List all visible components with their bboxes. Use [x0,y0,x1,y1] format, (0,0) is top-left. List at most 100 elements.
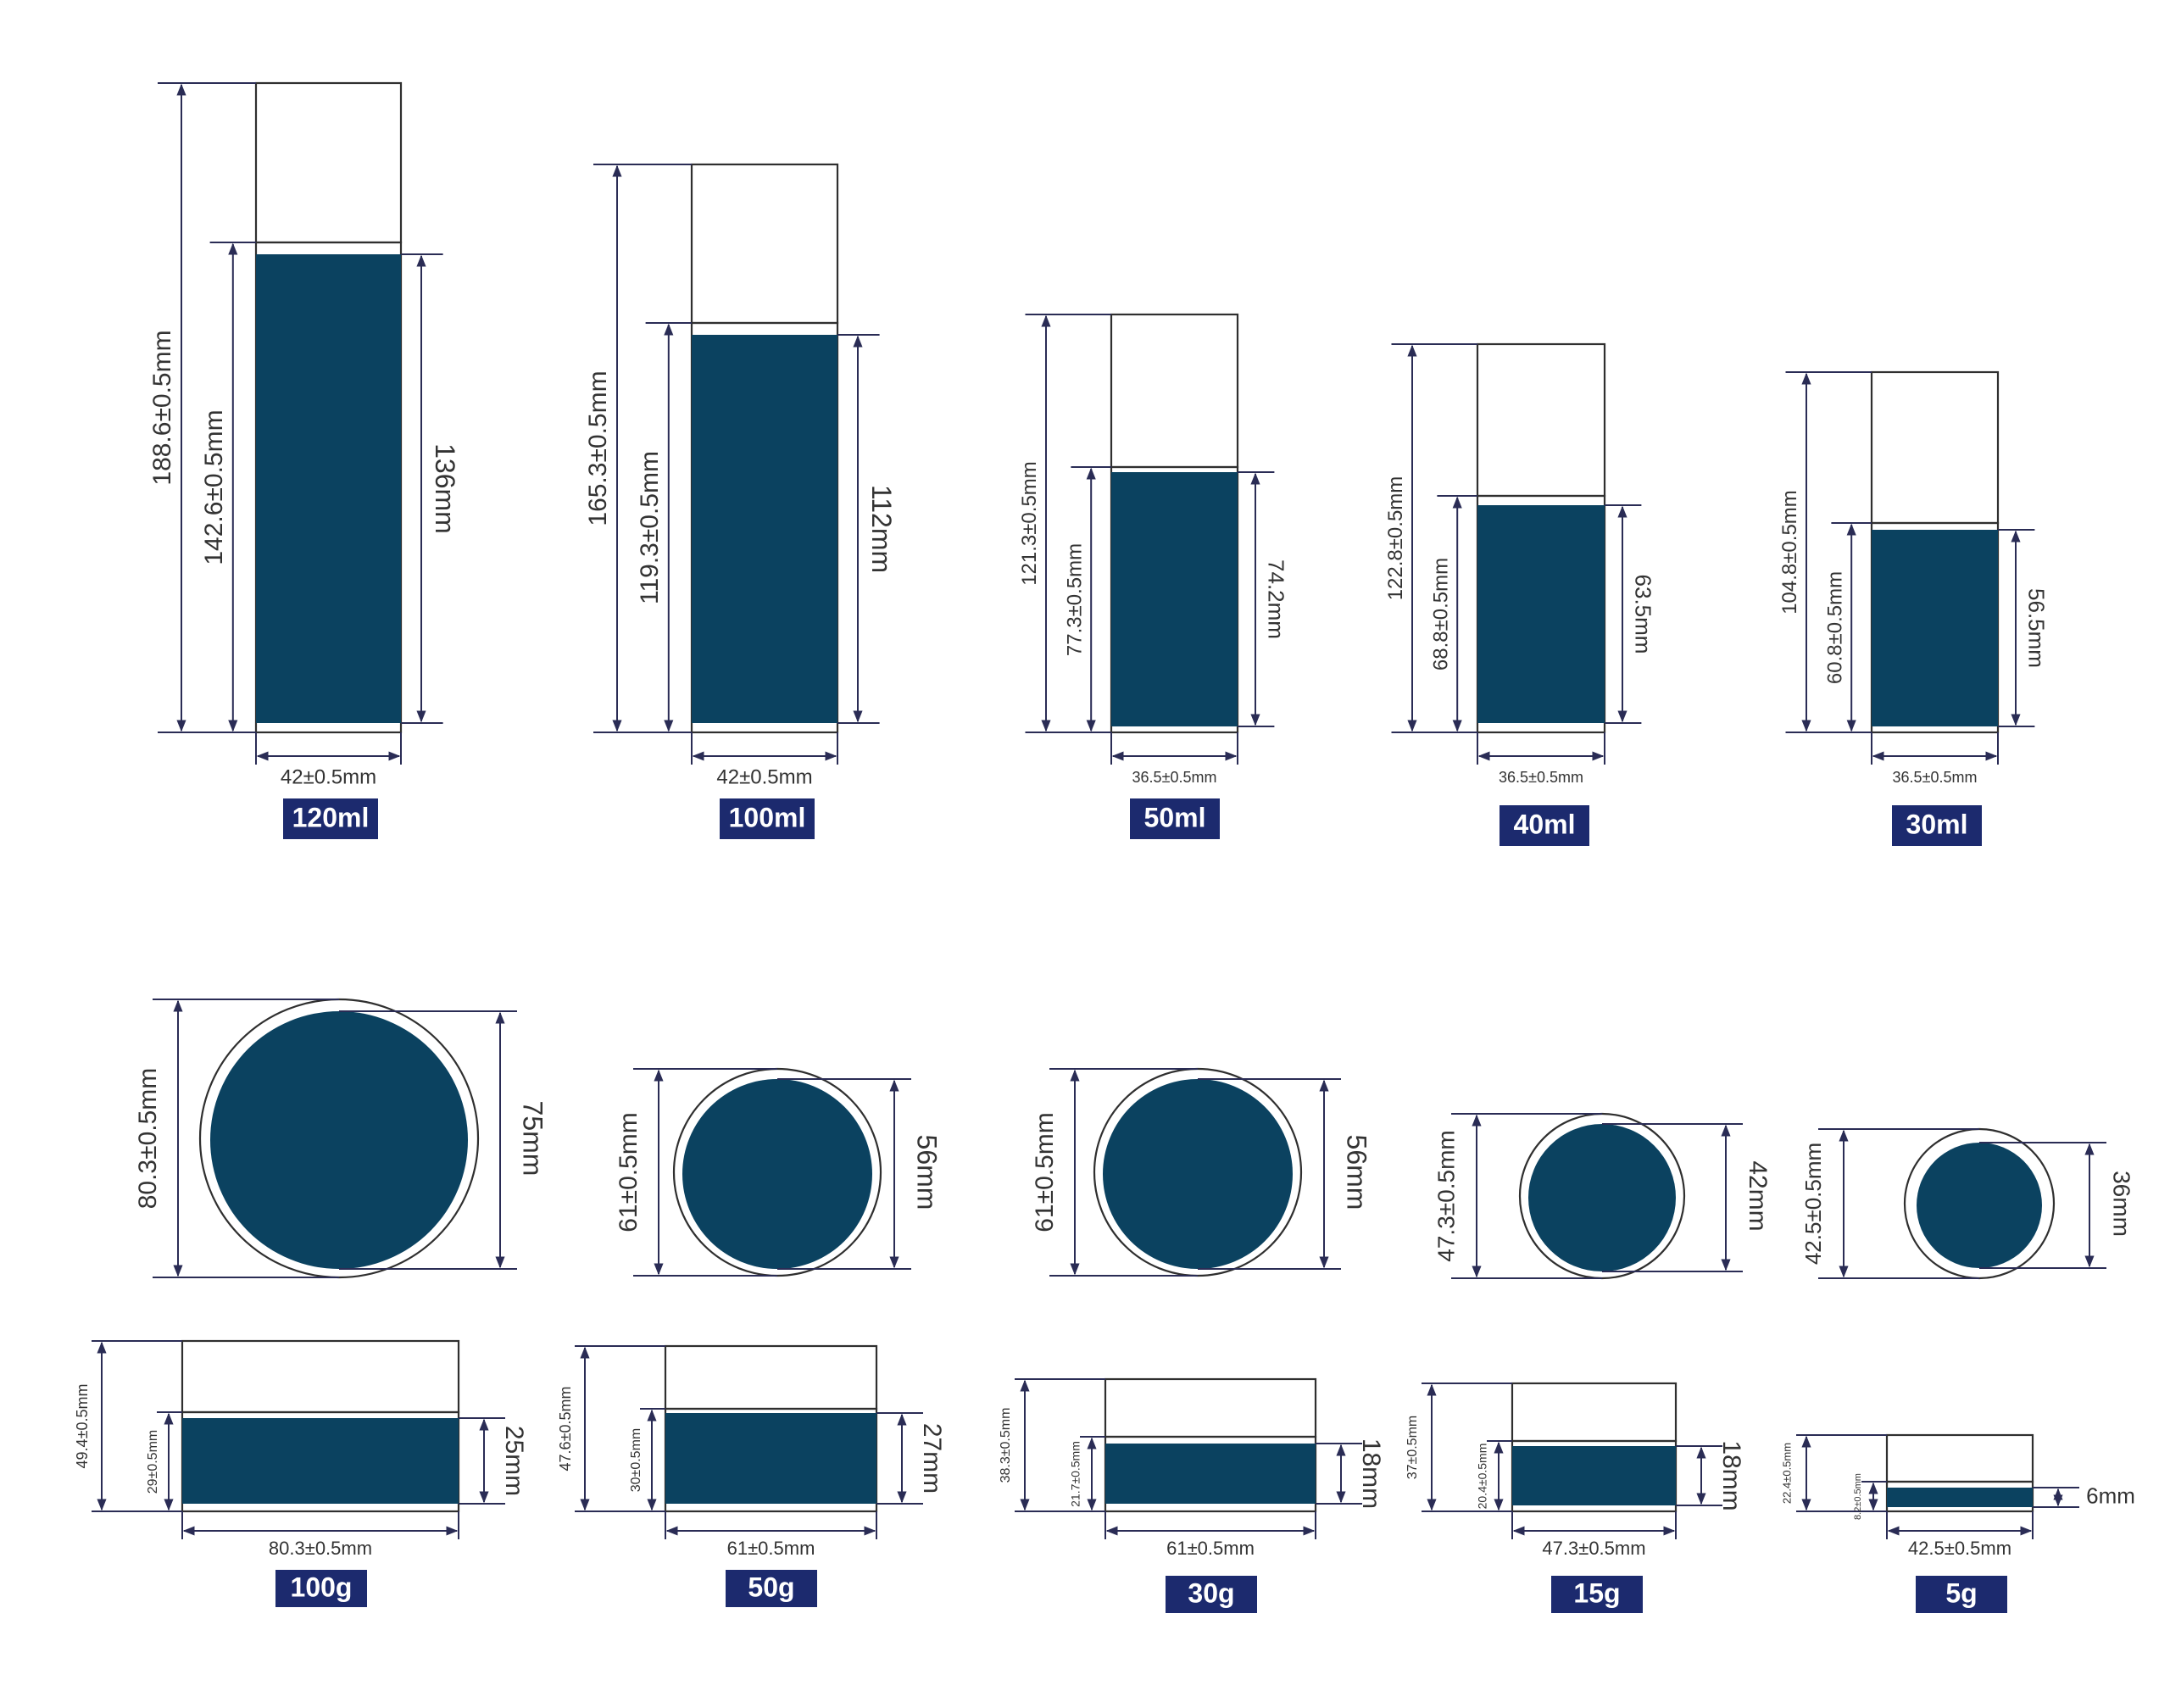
jar-5g-top-view: 42.5±0.5mm 36mm [1800,1127,2135,1280]
bottle-40ml-capacity-badge-label: 40ml [1514,809,1576,839]
bottle-30ml-width-label: 36.5±0.5mm [1893,769,1978,786]
jar-30g-top-view-inner-fill [1103,1079,1293,1269]
bottle-50ml-capacity-badge: 50ml [1130,798,1220,839]
jar-100g-side-view-total-height-label: 49.4±0.5mm [74,1384,91,1469]
jar-15g-capacity-badge: 15g [1551,1576,1643,1613]
bottle-100ml-capacity-badge-bg [720,798,815,839]
jar-100g-side-view-lid-outline [181,1339,460,1414]
bottle-30ml-cap-outline [1870,370,2000,525]
jar-50g-side-view-width-label: 61±0.5mm [727,1538,815,1559]
jar-30g-side-view-fill-height-label: 18mm [1357,1438,1385,1509]
jar-50g-capacity-badge-bg [726,1570,817,1607]
bottle-100ml: 165.3±0.5mm 119.3±0.5mm 112mm 42±0.5mm [584,163,897,788]
jar-100g-side-view-width-label: 80.3±0.5mm [269,1538,372,1559]
bottle-100ml-capacity-badge-label: 100ml [729,802,806,832]
jar-30g-side-view-fill [1105,1444,1316,1504]
jar-30g-capacity-badge-bg [1166,1576,1257,1613]
bottle-120ml-cap-outline [254,81,403,244]
bottle-50ml-fill-height-label: 74.2mm [1264,559,1289,639]
jar-5g-top-view-inner-fill [1917,1143,2042,1268]
jar-15g-capacity-badge-label: 15g [1573,1577,1620,1608]
jar-5g-side-view-fill [1887,1488,2033,1507]
bottle-40ml-fill-height-label: 63.5mm [1631,575,1656,654]
bottle-40ml-cap-outline [1476,342,1606,498]
bottle-100ml-fill [692,335,837,723]
jar-50g-side-view-lid-outline [664,1344,878,1410]
jar-5g-side-view: 22.4±0.5mm 8.2±0.5mm 6mm 42.5±0.5mm [1780,1433,2135,1559]
bottle-50ml: 121.3±0.5mm 77.3±0.5mm 74.2mm 36.5±0.5mm [1018,313,1289,786]
bottle-40ml: 122.8±0.5mm 68.8±0.5mm 63.5mm 36.5±0.5mm [1384,342,1656,786]
jar-5g-top-view-outer-diameter-label: 42.5±0.5mm [1800,1143,1826,1265]
jar-30g-side-view: 38.3±0.5mm 21.7±0.5mm 18mm 61±0.5mm [999,1377,1385,1559]
jar-100g-capacity-badge-label: 100g [291,1572,353,1602]
bottle-30ml-capacity-badge-label: 30ml [1906,809,1968,839]
jar-15g-side-view: 37±0.5mm 20.4±0.5mm 18mm 47.3±0.5mm [1405,1382,1745,1559]
jar-15g-top-view-inner-diameter-label: 42mm [1744,1160,1772,1231]
jar-15g-top-view-outer-diameter-label: 47.3±0.5mm [1433,1130,1459,1261]
bottle-50ml-fill [1111,472,1238,726]
bottle-40ml-total-height-label: 122.8±0.5mm [1384,476,1407,601]
bottle-50ml-width-label: 36.5±0.5mm [1132,769,1217,786]
jar-15g-top-view: 47.3±0.5mm 42mm [1433,1112,1772,1280]
jar-50g-top-view-inner-fill [682,1079,872,1269]
jar-50g-top-view-inner-diameter-label: 56mm [912,1135,943,1210]
bottle-40ml-capacity-badge-bg [1500,805,1589,846]
jar-5g-side-view-body-height-label: 8.2±0.5mm [1853,1473,1863,1520]
bottle-100ml-width-label: 42±0.5mm [716,765,812,788]
jar-5g-side-view-total-height-label: 22.4±0.5mm [1780,1443,1793,1504]
jar-5g-side-view-width-label: 42.5±0.5mm [1908,1538,2011,1559]
jar-100g-capacity-badge: 100g [275,1570,367,1607]
jar-50g-top-view-outer-diameter-label: 61±0.5mm [615,1112,643,1232]
jar-5g-capacity-badge: 5g [1916,1576,2007,1613]
jar-50g-top-view: 61±0.5mm 56mm [615,1067,943,1277]
jar-15g-capacity-badge-bg [1551,1576,1643,1613]
bottle-120ml-fill [256,254,401,723]
jar-5g-capacity-badge-bg [1916,1576,2007,1613]
jar-30g-capacity-badge: 30g [1166,1576,1257,1613]
jar-50g-side-view-fill-height-label: 27mm [918,1423,946,1494]
jar-50g-side-view-total-height-label: 47.6±0.5mm [557,1387,574,1472]
bottle-50ml-total-height-label: 121.3±0.5mm [1018,461,1041,586]
jar-30g-top-view: 61±0.5mm 56mm [1031,1067,1372,1277]
jar-50g-capacity-badge: 50g [726,1570,817,1607]
bottle-40ml-fill [1477,505,1605,723]
jar-15g-side-view-total-height-label: 37±0.5mm [1405,1416,1420,1479]
bottle-40ml-width-label: 36.5±0.5mm [1499,769,1583,786]
jar-15g-side-view-lid-outline [1511,1382,1678,1443]
jar-100g-capacity-badge-bg [275,1570,367,1607]
bottle-100ml-total-height-label: 165.3±0.5mm [584,370,612,526]
bottle-120ml-total-height-label: 188.6±0.5mm [148,330,176,485]
bottle-120ml-width-label: 42±0.5mm [281,765,376,788]
jar-5g-top-view-inner-diameter-label: 36mm [2109,1171,2135,1237]
bottle-100ml-fill-height-label: 112mm [866,485,897,573]
jar-100g-side-view-fill-height-label: 25mm [500,1426,528,1496]
jar-100g-top-view-inner-diameter-label: 75mm [518,1101,548,1177]
bottle-120ml-fill-height-label: 136mm [430,443,460,534]
jar-15g-side-view-fill-height-label: 18mm [1717,1440,1745,1510]
bottle-30ml-fill [1872,530,1998,726]
jar-100g-side-view-body-height-label: 29±0.5mm [146,1430,160,1494]
jar-50g-side-view: 47.6±0.5mm 30±0.5mm 27mm 61±0.5mm [557,1344,946,1559]
jar-30g-side-view-width-label: 61±0.5mm [1166,1538,1255,1559]
bottle-120ml-capacity-badge-label: 120ml [292,802,370,832]
jar-15g-side-view-body-height-label: 20.4±0.5mm [1476,1444,1489,1510]
jar-50g-side-view-fill [665,1413,876,1504]
bottle-30ml-total-height-label: 104.8±0.5mm [1778,490,1801,615]
jar-top-views-row: 80.3±0.5mm 75mm 61±0.5mm 56mm 61±0.5mm 56mm 47… [134,998,2135,1280]
bottle-50ml-cap-outline [1110,313,1239,469]
jar-15g-top-view-inner-fill [1528,1124,1676,1271]
bottle-50ml-capacity-badge-label: 50ml [1144,802,1206,832]
bottle-120ml-capacity-badge-bg [283,798,378,839]
bottle-30ml-fill-height-label: 56.5mm [2024,588,2050,668]
bottle-100ml-capacity-badge: 100ml [720,798,815,839]
jar-100g-top-view: 80.3±0.5mm 75mm [134,998,548,1279]
bottle-120ml: 188.6±0.5mm 142.6±0.5mm 136mm 42±0.5mm [148,81,460,788]
bottle-50ml-capacity-badge-bg [1130,798,1220,839]
jar-100g-side-view-fill [182,1418,459,1504]
bottle-120ml-capacity-badge: 120ml [283,798,378,839]
jar-30g-top-view-outer-diameter-label: 61±0.5mm [1031,1112,1059,1232]
bottle-30ml: 104.8±0.5mm 60.8±0.5mm 56.5mm 36.5±0.5mm [1778,370,2050,786]
bottle-50ml-body-height-label: 77.3±0.5mm [1063,543,1086,656]
